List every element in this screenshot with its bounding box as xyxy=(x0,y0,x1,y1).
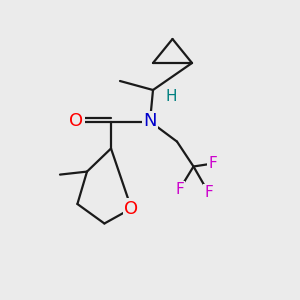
Text: O: O xyxy=(69,112,84,130)
Text: N: N xyxy=(143,112,157,130)
Text: O: O xyxy=(124,200,139,217)
Text: H: H xyxy=(165,89,177,104)
Text: F: F xyxy=(208,156,217,171)
Text: F: F xyxy=(175,182,184,197)
Text: F: F xyxy=(204,185,213,200)
